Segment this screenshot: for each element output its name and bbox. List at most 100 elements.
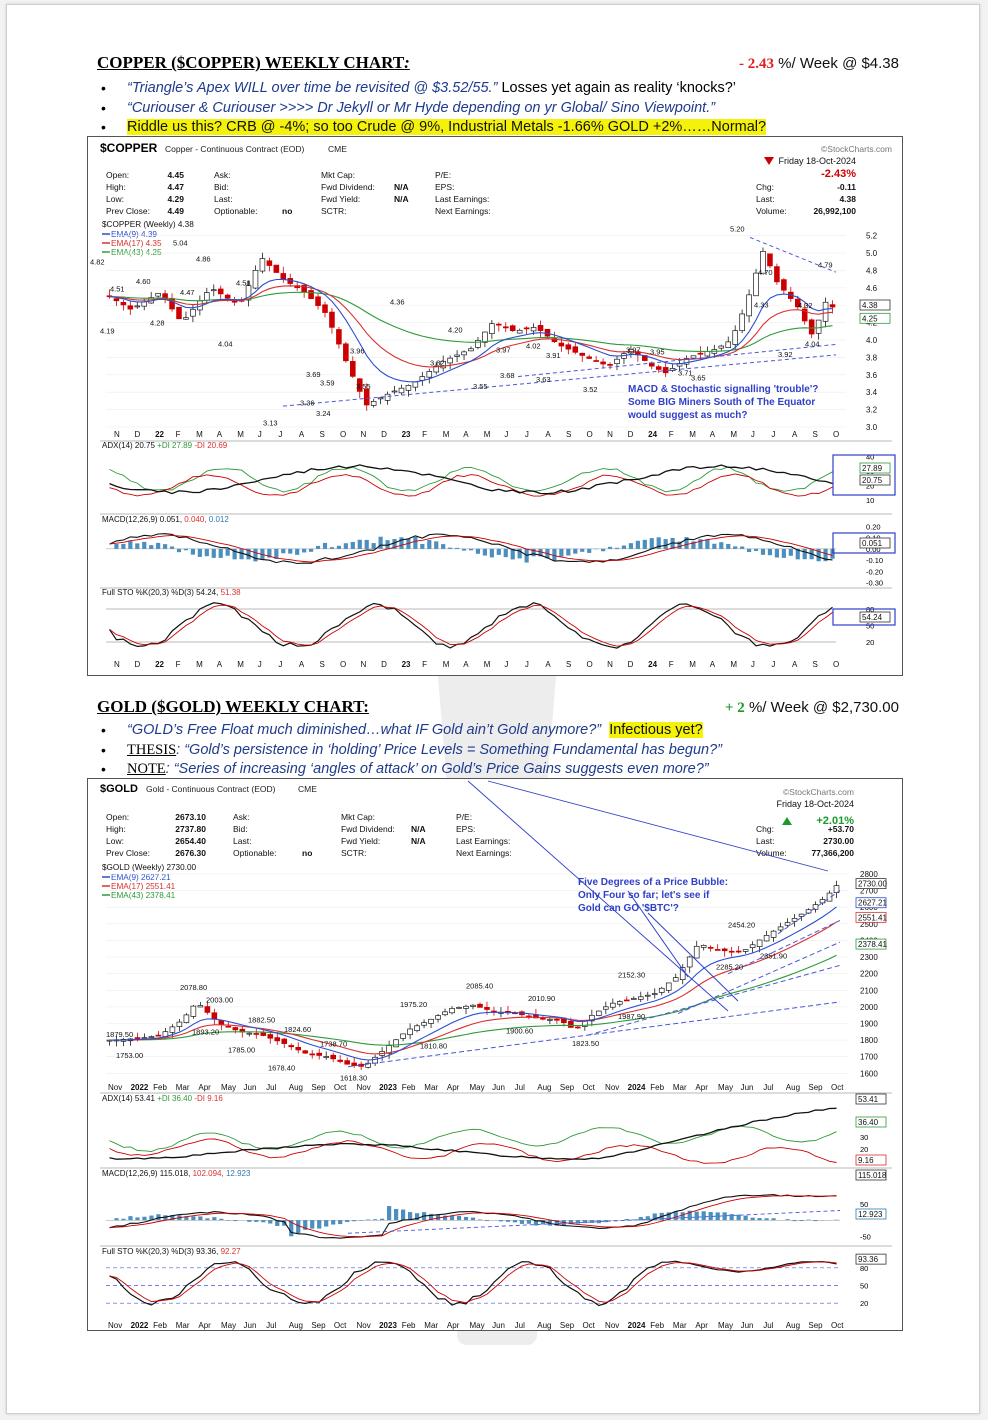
info-eps-label: EPS:: [435, 182, 454, 192]
price-label: 1893.20: [192, 1028, 219, 1037]
ema17-tag: 2551.41: [858, 913, 887, 922]
candle: [749, 944, 756, 948]
month-label: M: [730, 660, 737, 669]
macd-hist-bar: [701, 1211, 706, 1221]
info-low-value: 2654.40: [175, 836, 206, 846]
macd-hist-bar: [596, 1220, 601, 1224]
copper-stockcharts-watermark: ©StockCharts.com: [821, 144, 892, 154]
y-tick-label: 1600: [860, 1069, 878, 1078]
macd-hist-bar: [677, 541, 682, 549]
candle: [316, 1052, 323, 1056]
annotation-arrow-1: [627, 890, 689, 978]
candle: [217, 288, 224, 295]
month-label: Oct: [831, 1321, 844, 1330]
price-label: 4.28: [150, 319, 165, 328]
candle: [672, 977, 679, 982]
macd-hist-bar: [434, 541, 439, 549]
macd-hist-bar: [317, 1220, 322, 1229]
candle: [489, 323, 495, 334]
month-label: Aug: [537, 1321, 551, 1330]
macd-hist-bar: [184, 1216, 189, 1221]
macd-hist-bar: [371, 543, 376, 549]
macd-axis-label: 0.00: [866, 545, 881, 554]
macd-hist-bar: [302, 548, 307, 553]
macd-hist-bar: [204, 548, 209, 557]
macd-hist-bar: [666, 1212, 671, 1221]
candle: [260, 1032, 267, 1036]
trendline-3: [677, 941, 841, 1014]
month-label: O: [340, 430, 346, 439]
candle: [477, 1003, 483, 1008]
y-tick-label: 2300: [860, 953, 878, 962]
copper-symbol: $COPPER: [100, 141, 158, 155]
macd-hist-bar: [538, 548, 543, 557]
gold-symbol: $GOLD: [100, 783, 138, 795]
price-label: 3.71: [678, 368, 693, 377]
macd-hist-bar: [733, 546, 738, 549]
macd-axis-label: -0.20: [866, 567, 883, 576]
macd-hist-bar: [642, 539, 647, 549]
macd-hist-bar: [336, 545, 341, 549]
candle: [484, 1007, 490, 1010]
candle: [630, 998, 637, 1000]
sto-axis-label: 20: [866, 638, 874, 647]
candle: [686, 956, 693, 968]
info-low-label: Low:: [106, 836, 124, 846]
candle: [252, 269, 259, 289]
candle: [756, 939, 763, 948]
candle: [468, 348, 474, 352]
candle: [791, 918, 798, 922]
macd-hist-bar: [575, 1220, 580, 1224]
macd-hist-bar: [427, 539, 432, 549]
macd-hist-bar: [673, 1211, 678, 1221]
macd-hist-bar: [531, 548, 536, 557]
macd-hist-bar: [799, 1220, 804, 1222]
macd-hist-bar: [656, 537, 661, 549]
adx-minus-tag-box: [855, 1154, 887, 1166]
month-label: Feb: [153, 1083, 167, 1092]
macd-histogram: 0.012: [209, 515, 230, 524]
macd-tag: 115.018: [858, 1171, 887, 1180]
month-label: May: [469, 1321, 484, 1330]
price-label: 3.91: [546, 351, 561, 360]
info-bid-label: Bid:: [233, 824, 248, 834]
macd-hist-bar: [621, 545, 627, 549]
macd-hist-bar: [331, 1220, 336, 1225]
info-fwd-yield-value: N/A: [411, 836, 426, 846]
price-label: 4.82: [90, 258, 105, 267]
price-label: 1738.70: [320, 1039, 347, 1048]
macd-axis-label: 0.20: [866, 522, 881, 531]
annotation-line-1: Five Degrees of a Price Bubble:: [578, 877, 728, 888]
macd-hist-bar: [121, 543, 126, 549]
copper-month-axis-top: N D 22 F M A M J J A S O N D 23 F M A M J J A S O N D 24 F M A M J J A S O: [114, 430, 839, 439]
macd-hist-bar: [771, 1218, 776, 1221]
month-label: Apr: [447, 1083, 460, 1092]
price-label: 2085.40: [466, 982, 493, 991]
month-label: 2023: [379, 1321, 397, 1330]
macd-hist-bar: [705, 539, 710, 549]
month-label: May: [221, 1083, 236, 1092]
macd-hist-bar: [607, 546, 613, 549]
candle: [426, 371, 433, 378]
y-tick-label: 5.2: [866, 232, 878, 241]
macd-hist-bar: [652, 1213, 657, 1221]
candle: [323, 1056, 329, 1058]
price-label: 1618.30: [340, 1073, 367, 1082]
macd-hist-bar: [407, 1212, 413, 1221]
macd-hist-bar: [559, 548, 564, 557]
macd-hist-bar: [533, 1220, 539, 1226]
macd-hist-bar: [834, 1219, 839, 1221]
info-optionable-value: no: [302, 848, 312, 858]
macd-hist-bar: [282, 1220, 287, 1226]
copper-price-panel: [106, 235, 846, 428]
month-label: J: [771, 430, 775, 439]
gold-annotation: Five Degrees of a Price Bubble: Only Fou…: [578, 877, 728, 914]
candle: [414, 1025, 420, 1031]
month-label: Mar: [424, 1321, 438, 1330]
macd-hist-bar: [694, 1211, 699, 1221]
month-label: Jul: [515, 1083, 525, 1092]
gold-date: Friday 18-Oct-2024: [776, 799, 854, 809]
candle: [812, 904, 819, 910]
svg-text:Full STO %K(20,3) %D(3) 93.36,: Full STO %K(20,3) %D(3) 93.36, 92.27: [102, 1247, 241, 1256]
month-label: J: [278, 430, 282, 439]
